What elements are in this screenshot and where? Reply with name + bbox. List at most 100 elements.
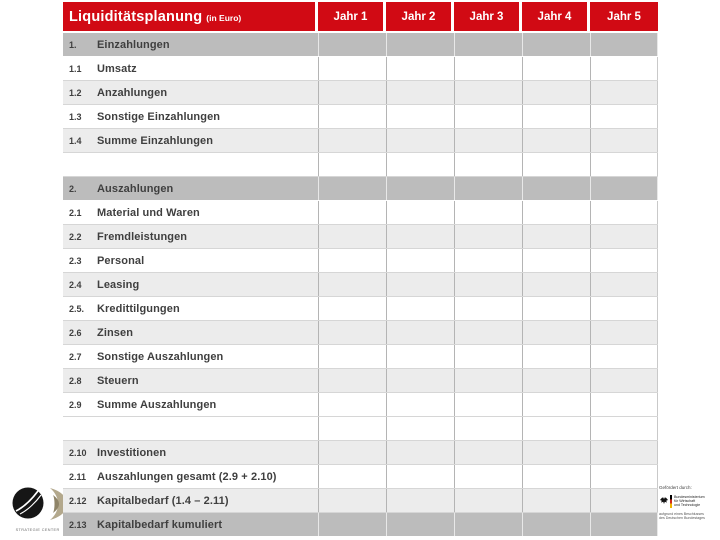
value-cell-jahr-4 (522, 249, 590, 272)
table-row: 2.12 Kapitalbedarf (1.4 – 2.11) (63, 489, 658, 513)
value-cell-jahr-3 (454, 177, 522, 200)
row-label: Steuern (97, 374, 139, 387)
spacer-row (63, 417, 658, 441)
row-label-cell: 2. Auszahlungen (63, 177, 318, 200)
value-cell-jahr-2 (386, 81, 454, 104)
value-cell-jahr-2 (386, 393, 454, 416)
value-cell-jahr-5 (590, 465, 658, 488)
value-cell-jahr-1 (318, 201, 386, 224)
value-cell-jahr-5 (590, 273, 658, 296)
value-cell-jahr-2 (386, 225, 454, 248)
row-label: Auszahlungen (97, 182, 174, 195)
table-row: 2.2 Fremdleistungen (63, 225, 658, 249)
value-cell-jahr-1 (318, 57, 386, 80)
value-cell-jahr-4 (522, 465, 590, 488)
value-cell-jahr-3 (454, 369, 522, 392)
value-cell-jahr-1 (318, 465, 386, 488)
value-cell-jahr-3 (454, 81, 522, 104)
row-label-cell: 2.11 Auszahlungen gesamt (2.9 + 2.10) (63, 465, 318, 488)
value-cell-jahr-3 (454, 201, 522, 224)
value-cell-jahr-4 (522, 81, 590, 104)
value-cell-jahr-2 (386, 369, 454, 392)
page-title-unit: (in Euro) (206, 12, 242, 23)
table-row: 2.6 Zinsen (63, 321, 658, 345)
value-cell-jahr-1 (318, 321, 386, 344)
row-number: 1.3 (69, 111, 82, 122)
row-label-cell: 2.6 Zinsen (63, 321, 318, 344)
ministry-logo-block: Gefördert durch: Bundesministerium für W… (659, 485, 719, 520)
row-label: Kapitalbedarf kumuliert (97, 518, 223, 531)
row-label: Zinsen (97, 326, 134, 339)
row-number: 1.4 (69, 135, 82, 146)
value-cell-jahr-4 (522, 393, 590, 416)
value-cell-jahr-2 (386, 297, 454, 320)
ministry-line: Bundesministerium (674, 494, 705, 499)
value-cell-jahr-4 (522, 513, 590, 536)
value-cell-jahr-3 (454, 129, 522, 152)
row-label: Personal (97, 254, 145, 267)
row-number: 2.1 (69, 207, 82, 218)
row-label: Sonstige Auszahlungen (97, 350, 224, 363)
value-cell-jahr-5 (590, 393, 658, 416)
table-row: 2.1 Material und Waren (63, 201, 658, 225)
row-label-cell: 1.4 Summe Einzahlungen (63, 129, 318, 152)
value-cell-jahr-5 (590, 81, 658, 104)
left-logo-block: STRATEGIE CENTER (11, 486, 67, 532)
value-cell-jahr-1 (318, 489, 386, 512)
row-label-cell: 2.7 Sonstige Auszahlungen (63, 345, 318, 368)
value-cell-jahr-1 (318, 513, 386, 536)
value-cell-jahr-3 (454, 249, 522, 272)
table-row: 2.7 Sonstige Auszahlungen (63, 345, 658, 369)
row-number: 2.2 (69, 231, 82, 242)
value-cell-jahr-4 (522, 129, 590, 152)
value-cell-jahr-4 (522, 321, 590, 344)
value-cell-jahr-3 (454, 489, 522, 512)
value-cell-jahr-5 (590, 441, 658, 464)
value-cell-jahr-2 (386, 441, 454, 464)
value-cell-jahr-1 (318, 345, 386, 368)
value-cell-jahr-4 (522, 345, 590, 368)
column-header-jahr-3: Jahr 3 (454, 2, 522, 31)
value-cell-jahr-4 (522, 489, 590, 512)
row-number: 2.10 (69, 447, 87, 458)
row-label: Material und Waren (97, 206, 200, 219)
table-body: 1. Einzahlungen 1.1 Umsatz 1.2 Anzahlungen 1.3… (63, 33, 658, 537)
value-cell-jahr-3 (454, 441, 522, 464)
value-cell-jahr-3 (454, 225, 522, 248)
value-cell-jahr-3 (454, 393, 522, 416)
column-header-jahr-2: Jahr 2 (386, 2, 454, 31)
row-label-cell: 2.13 Kapitalbedarf kumuliert (63, 513, 318, 536)
value-cell-jahr-3 (454, 345, 522, 368)
value-cell-jahr-4 (522, 273, 590, 296)
table-row: 1.2 Anzahlungen (63, 81, 658, 105)
table-row: 2.4 Leasing (63, 273, 658, 297)
row-label: Anzahlungen (97, 86, 168, 99)
value-cell-jahr-1 (318, 225, 386, 248)
row-label-cell: 2.5. Kredittilgungen (63, 297, 318, 320)
row-label-cell: 1.1 Umsatz (63, 57, 318, 80)
column-header-jahr-1: Jahr 1 (318, 2, 386, 31)
row-label: Investitionen (97, 446, 167, 459)
value-cell-jahr-2 (386, 273, 454, 296)
row-label: Fremdleistungen (97, 230, 188, 243)
row-label: Leasing (97, 278, 140, 291)
row-number: 2.7 (69, 351, 82, 362)
table-title-cell: Liquiditätsplanung (in Euro) (63, 2, 318, 31)
funding-note-line: aufgrund eines Beschlusses (659, 512, 704, 516)
table-row: 1. Einzahlungen (63, 33, 658, 57)
row-number: 2.5. (69, 303, 85, 314)
value-cell-jahr-2 (386, 129, 454, 152)
table-row: 2.8 Steuern (63, 369, 658, 393)
value-cell-jahr-4 (522, 369, 590, 392)
value-cell-jahr-5 (590, 345, 658, 368)
value-cell-jahr-2 (386, 105, 454, 128)
value-cell-jahr-5 (590, 297, 658, 320)
value-cell-jahr-1 (318, 129, 386, 152)
table-row: 1.4 Summe Einzahlungen (63, 129, 658, 153)
value-cell-jahr-4 (522, 225, 590, 248)
liquidity-planning-table: Liquiditätsplanung (in Euro) Jahr 1 Jahr… (63, 2, 658, 537)
value-cell-jahr-1 (318, 393, 386, 416)
row-number: 1. (69, 39, 77, 50)
globe-swoosh-logo-icon (11, 486, 45, 525)
